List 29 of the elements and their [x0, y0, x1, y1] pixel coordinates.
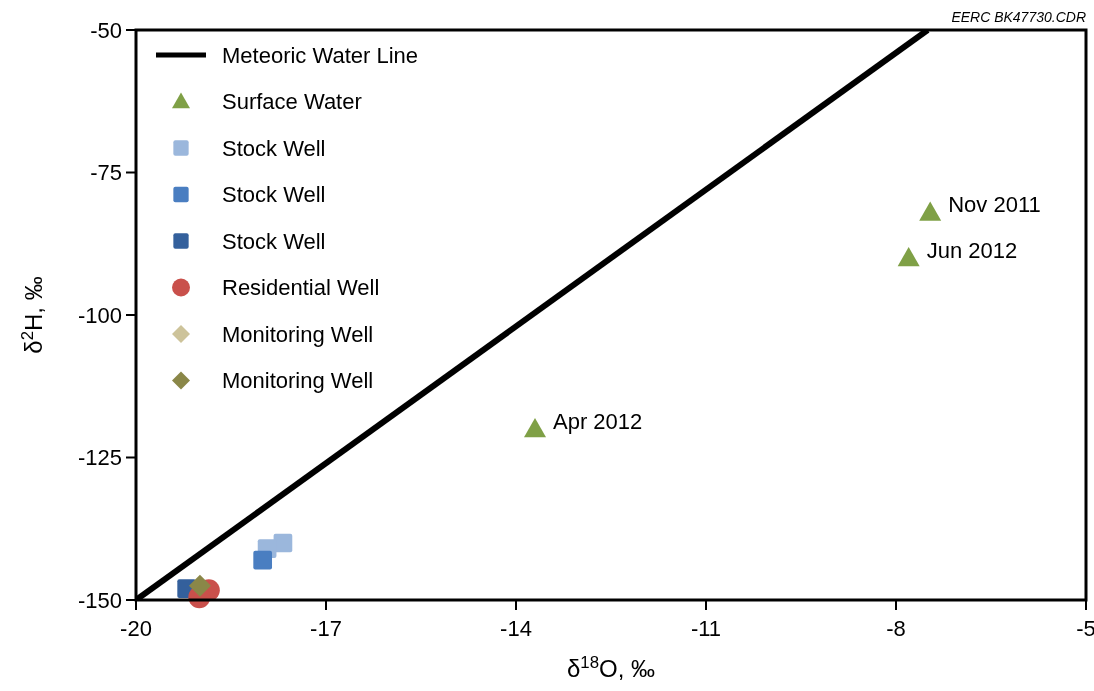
point: [253, 550, 273, 570]
x-tick-label: -20: [120, 616, 152, 641]
x-tick-label: -8: [886, 616, 906, 641]
x-tick-label: -11: [690, 616, 722, 641]
y-tick-label: -100: [77, 302, 122, 328]
legend-label: Surface Water: [222, 89, 362, 115]
point: [919, 201, 942, 221]
x-tick-label: -17: [310, 616, 342, 641]
x-tick-label: -5: [1076, 616, 1094, 641]
point: [188, 574, 211, 597]
y-tick-label: -50: [90, 17, 122, 43]
y-tick-label: -125: [77, 445, 122, 471]
y-tick-label: -150: [77, 587, 122, 613]
point: [524, 418, 546, 438]
legend-label: Stock Well: [222, 228, 326, 254]
y-tick-label: -75: [90, 160, 122, 186]
legend-label: Stock Well: [222, 182, 326, 208]
x-axis-title: δ$^{18}$O, ‰: [566, 652, 656, 682]
x-tick-label: -14: [500, 616, 532, 641]
legend-label: Stock Well: [222, 135, 326, 161]
annotation: Nov 2011: [948, 192, 1041, 218]
text: EERC BK47730.CDR: [951, 9, 1086, 25]
legend-label: Monitoring Well: [222, 368, 374, 394]
legend-label: Meteoric Water Line: [222, 42, 419, 68]
point: [897, 247, 920, 267]
legend-label: Residential Well: [222, 275, 380, 301]
annotation: Jun 2012: [926, 237, 1018, 263]
legend-label: Monitoring Well: [222, 321, 374, 347]
annotation: Apr 2012: [553, 408, 643, 434]
